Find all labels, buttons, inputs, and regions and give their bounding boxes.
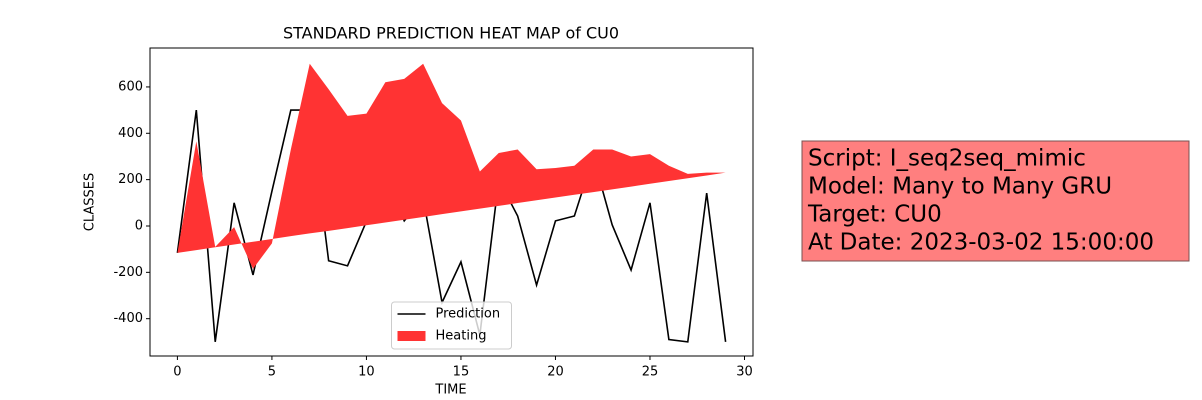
legend-label: Heating <box>436 329 487 344</box>
annotation-line: Target: CU0 <box>807 202 942 228</box>
annotation-line: Model: Many to Many GRU <box>808 174 1112 200</box>
x-tick-label: 15 <box>453 365 470 380</box>
y-tick-label: 400 <box>118 126 143 141</box>
annotation-box <box>801 140 1190 262</box>
x-axis-label: TIME <box>434 383 466 398</box>
y-tick-label: 0 <box>135 218 143 233</box>
annotation-line: At Date: 2023-03-02 15:00:00 <box>808 230 1154 256</box>
annotation-line: Script: I_seq2seq_mimic <box>808 146 1086 172</box>
x-tick-label: 5 <box>268 365 276 380</box>
y-tick-label: -200 <box>113 265 143 280</box>
heating-area <box>177 63 726 269</box>
legend-swatch <box>397 331 426 341</box>
x-tick-label: 25 <box>642 365 659 380</box>
prediction-line <box>176 109 727 343</box>
x-tick-label: 30 <box>736 365 753 380</box>
x-tick-label: 20 <box>547 365 564 380</box>
y-tick-label: 600 <box>118 79 143 94</box>
legend-label: Prediction <box>436 307 501 322</box>
x-tick-label: 0 <box>173 365 181 380</box>
y-tick-label: 200 <box>118 172 143 187</box>
x-tick-label: 10 <box>358 365 375 380</box>
plot-frame <box>149 47 754 357</box>
y-tick-label: -400 <box>113 311 143 326</box>
y-axis-label: CLASSES <box>83 173 98 231</box>
chart-title: STANDARD PREDICTION HEAT MAP of CU0 <box>283 24 619 43</box>
